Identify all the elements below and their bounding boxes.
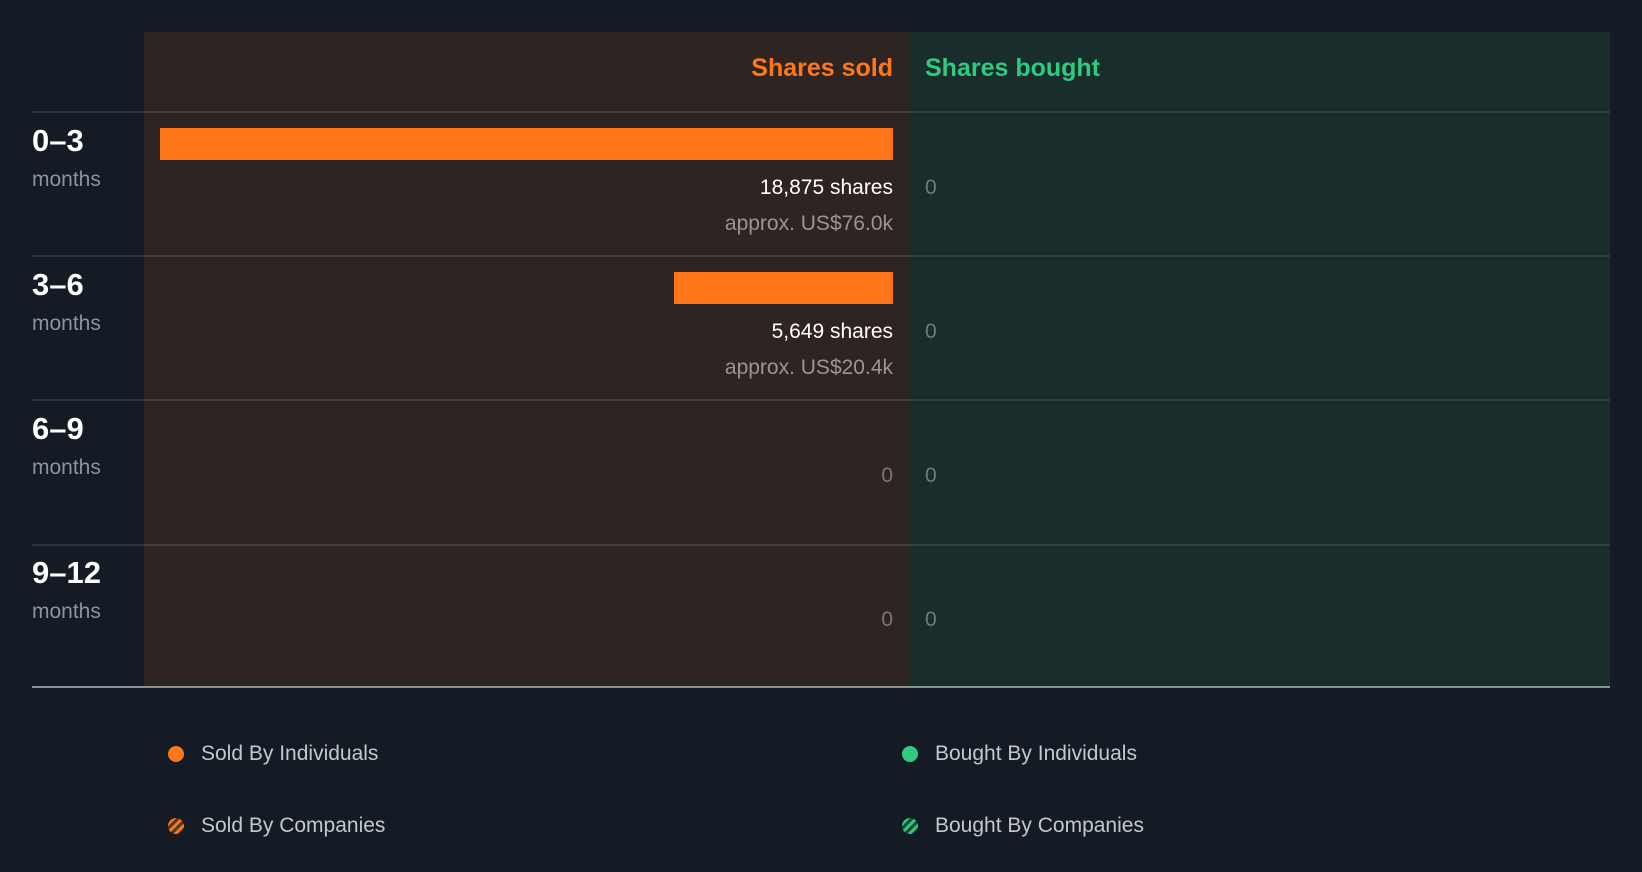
row-range: 6–9 [32,411,84,446]
baseline-axis [32,686,1610,688]
row-divider [32,544,1610,546]
sold-approx-value: approx. US$20.4k [724,356,893,379]
row-divider [32,111,1610,113]
row-label-6-9: 6–9 months [32,412,101,480]
shares-bought-header: Shares bought [925,54,1101,82]
sold-shares-value: 5,649 shares [771,320,893,343]
row-unit: months [32,600,101,623]
bought-value: 0 [925,176,937,199]
row-label-0-3: 0–3 months [32,124,101,192]
shares-bought-panel [909,32,1610,687]
row-label-3-6: 3–6 months [32,268,101,336]
bought-value: 0 [925,320,937,343]
legend-label: Sold By Individuals [201,742,379,765]
orange-dot-icon [168,746,184,762]
row-unit: months [32,312,101,335]
striped-green-dot-icon [902,818,918,834]
legend-label: Sold By Companies [201,814,386,837]
bought-value: 0 [925,464,937,487]
green-dot-icon [902,746,918,762]
row-range: 9–12 [32,555,101,590]
legend-label: Bought By Individuals [935,742,1137,765]
legend-bought-companies[interactable]: Bought By Companies [902,814,1144,838]
shares-sold-header: Shares sold [751,54,893,82]
sold-bar-3-6[interactable] [674,272,893,304]
row-divider [32,399,1610,401]
legend-sold-companies[interactable]: Sold By Companies [168,814,385,838]
sold-shares-value: 18,875 shares [759,176,893,199]
sold-approx-value: approx. US$76.0k [724,212,893,235]
row-unit: months [32,456,101,479]
row-divider [32,255,1610,257]
sold-bar-0-3[interactable] [160,128,893,160]
legend-bought-individuals[interactable]: Bought By Individuals [902,742,1137,766]
sold-value: 0 [881,464,893,487]
striped-orange-dot-icon [168,818,184,834]
legend-sold-individuals[interactable]: Sold By Individuals [168,742,378,766]
row-range: 3–6 [32,267,84,302]
sold-value: 0 [881,608,893,631]
bought-value: 0 [925,608,937,631]
legend-label: Bought By Companies [935,814,1144,837]
row-unit: months [32,168,101,191]
row-label-9-12: 9–12 months [32,556,101,624]
row-range: 0–3 [32,123,84,158]
